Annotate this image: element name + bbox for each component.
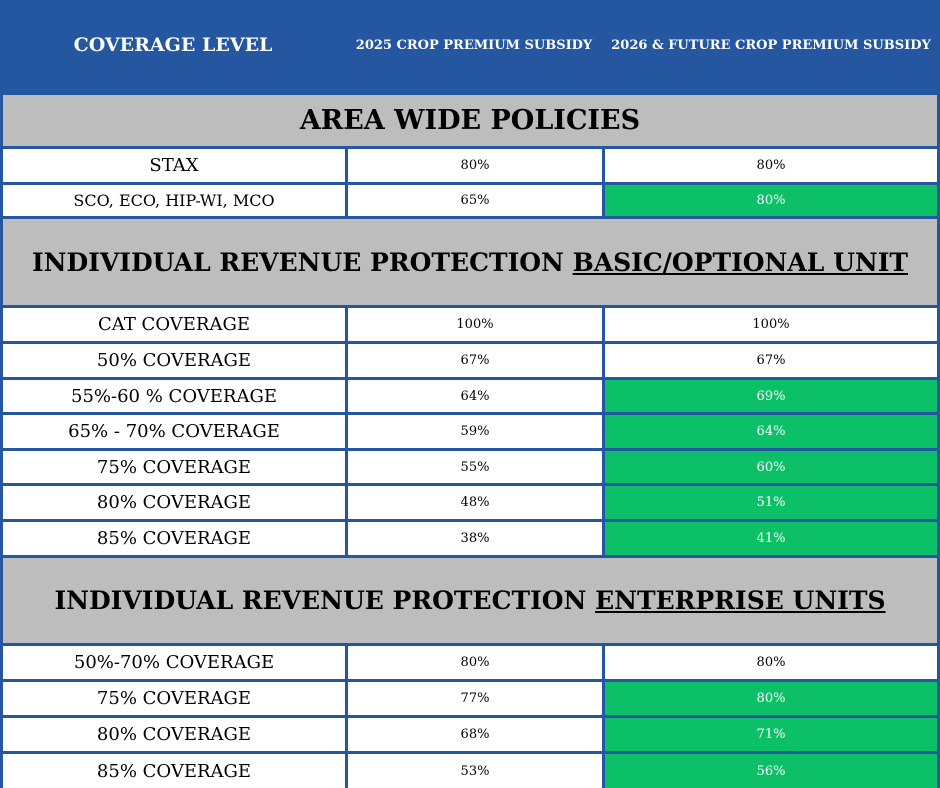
header-2026-subsidy: 2026 & FUTURE CROP PREMIUM SUBSIDY — [611, 38, 931, 53]
row-2025-value: 67% — [348, 344, 602, 377]
row-2025-value: 100% — [348, 308, 602, 341]
section-title-underlined: BASIC/OPTIONAL UNIT — [572, 247, 909, 277]
section-title-basic-optional: INDIVIDUAL REVENUE PROTECTION BASIC/OPTI… — [3, 219, 937, 305]
header-coverage-level: COVERAGE LEVEL — [73, 34, 273, 56]
row-label: STAX — [3, 149, 345, 182]
row-label: 50% COVERAGE — [3, 344, 345, 377]
row-label: 75% COVERAGE — [3, 451, 345, 483]
row-label: SCO, ECO, HIP-WI, MCO — [3, 185, 345, 216]
row-2026-value: 51% — [605, 486, 937, 519]
header-2025-subsidy: 2025 CROP PREMIUM SUBSIDY — [355, 38, 593, 53]
row-2026-value: 60% — [605, 451, 937, 483]
row-2026-value: 41% — [605, 522, 937, 555]
row-2026-value: 80% — [605, 185, 937, 216]
row-label: 55%-60 % COVERAGE — [3, 380, 345, 412]
row-label: 85% COVERAGE — [3, 754, 345, 788]
row-2026-value: 64% — [605, 415, 937, 448]
section-title-text: INDIVIDUAL REVENUE PROTECTION — [31, 247, 573, 277]
row-2025-value: 55% — [348, 451, 602, 483]
section-title-text: AREA WIDE POLICIES — [299, 105, 641, 136]
row-2026-value: 69% — [605, 380, 937, 412]
row-2026-value: 80% — [605, 646, 937, 679]
row-2025-value: 38% — [348, 522, 602, 555]
row-label: 75% COVERAGE — [3, 682, 345, 715]
row-2025-value: 64% — [348, 380, 602, 412]
row-label: CAT COVERAGE — [3, 308, 345, 341]
row-2025-value: 65% — [348, 185, 602, 216]
row-label: 80% COVERAGE — [3, 718, 345, 751]
row-2025-value: 53% — [348, 754, 602, 788]
row-label: 85% COVERAGE — [3, 522, 345, 555]
row-2025-value: 68% — [348, 718, 602, 751]
section-title-area-wide: AREA WIDE POLICIES — [3, 95, 937, 146]
row-2026-value: 80% — [605, 149, 937, 182]
row-2025-value: 48% — [348, 486, 602, 519]
section-title-underlined: ENTERPRISE UNITS — [595, 586, 886, 615]
row-2026-value: 80% — [605, 682, 937, 715]
row-label: 65% - 70% COVERAGE — [3, 415, 345, 448]
table-header: COVERAGE LEVEL 2025 CROP PREMIUM SUBSIDY… — [0, 0, 940, 92]
row-2025-value: 59% — [348, 415, 602, 448]
row-label: 80% COVERAGE — [3, 486, 345, 519]
row-2025-value: 77% — [348, 682, 602, 715]
row-2026-value: 67% — [605, 344, 937, 377]
row-2025-value: 80% — [348, 149, 602, 182]
row-2026-value: 100% — [605, 308, 937, 341]
section-title-enterprise-units: INDIVIDUAL REVENUE PROTECTION ENTERPRISE… — [3, 558, 937, 643]
row-2026-value: 56% — [605, 754, 937, 788]
row-2026-value: 71% — [605, 718, 937, 751]
row-2025-value: 80% — [348, 646, 602, 679]
row-label: 50%-70% COVERAGE — [3, 646, 345, 679]
section-title-text: INDIVIDUAL REVENUE PROTECTION — [54, 586, 596, 615]
